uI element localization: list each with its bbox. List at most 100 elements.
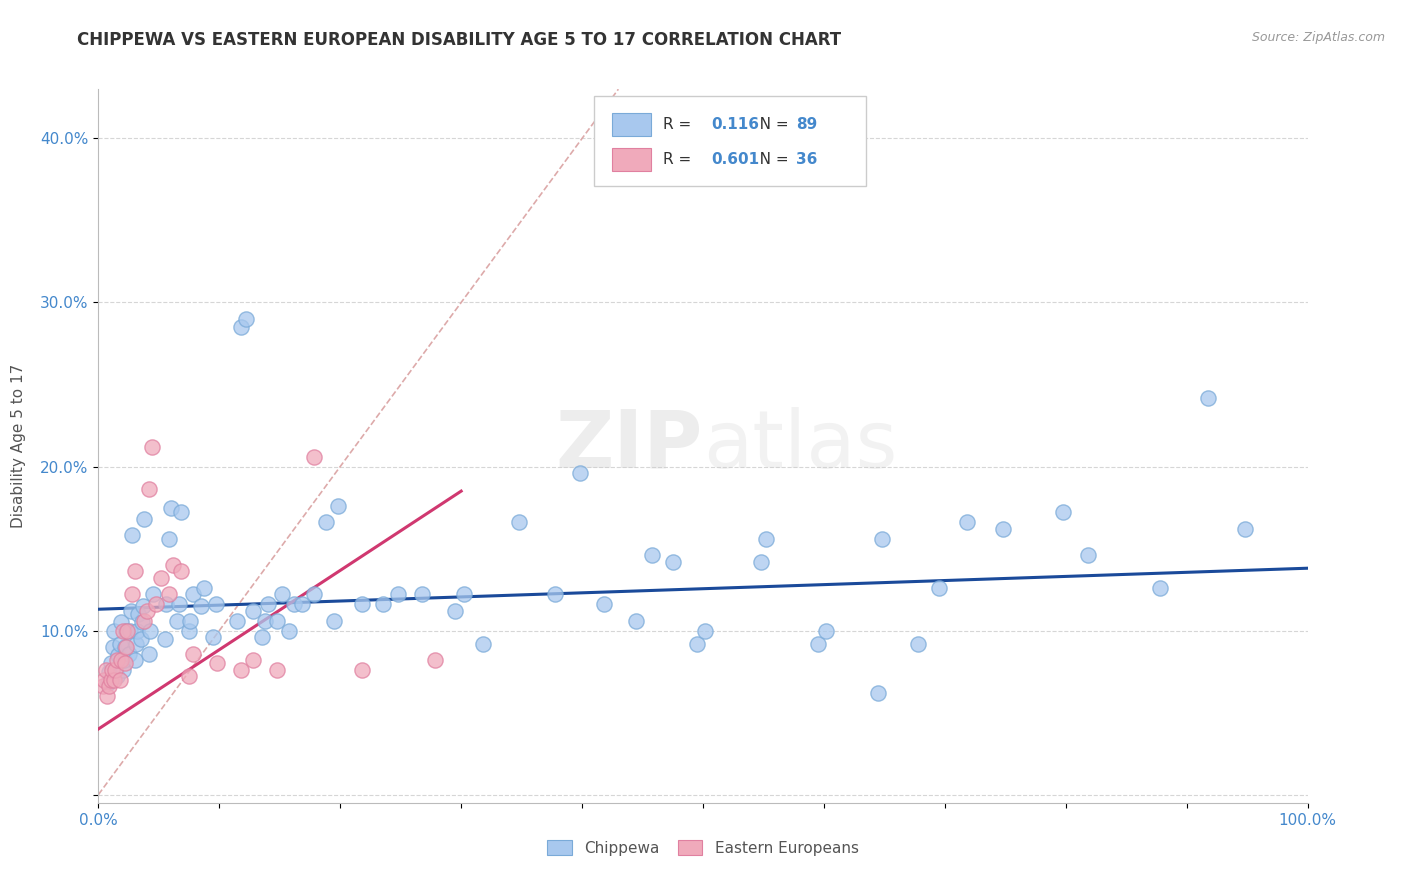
Text: 89: 89 [796,117,817,132]
Point [641,548,664,562]
Point [815,624,838,638]
Point [111,663,134,677]
Point [157,532,180,546]
Point [283,597,305,611]
Point [129,632,152,646]
Text: ZIP: ZIP [555,407,703,485]
Point [271,587,294,601]
Point [166,614,188,628]
Point [179,614,201,628]
Point [755,532,778,546]
Point [266,614,288,628]
Point [114,640,136,654]
Point [592,597,614,611]
Point [695,624,717,638]
Text: 36: 36 [796,152,817,167]
Point [132,599,155,613]
Point [181,587,204,601]
Point [350,597,373,611]
Point [955,516,977,530]
Point [104,663,127,677]
Point [111,624,134,638]
Point [153,632,176,646]
FancyBboxPatch shape [613,113,651,136]
Point [100,663,122,677]
Text: atlas: atlas [703,407,897,485]
Text: N =: N = [745,117,794,132]
Point [115,640,138,654]
Point [94,663,117,677]
Point [568,466,591,480]
Point [242,653,264,667]
Point [103,624,125,638]
Point [96,689,118,703]
Point [120,604,142,618]
Point [150,571,173,585]
Text: CHIPPEWA VS EASTERN EUROPEAN DISABILITY AGE 5 TO 17 CORRELATION CHART: CHIPPEWA VS EASTERN EUROPEAN DISABILITY … [77,31,841,49]
Y-axis label: Disability Age 5 to 17: Disability Age 5 to 17 [11,364,27,528]
Point [93,673,115,687]
Point [991,522,1014,536]
Point [138,483,160,497]
Point [107,648,129,662]
Point [868,686,890,700]
Point [127,607,149,622]
Point [138,647,160,661]
FancyBboxPatch shape [595,96,866,186]
Point [423,653,446,667]
Point [205,657,228,671]
Point [169,597,191,611]
Point [870,532,893,546]
Point [179,669,201,683]
Point [155,597,177,611]
Point [250,630,273,644]
Legend: Chippewa, Eastern Europeans: Chippewa, Eastern Europeans [547,840,859,855]
Text: Source: ZipAtlas.com: Source: ZipAtlas.com [1251,31,1385,45]
Point [323,614,346,628]
Point [202,630,225,644]
Point [907,637,929,651]
Point [1197,391,1219,405]
Point [229,663,252,677]
Point [749,555,772,569]
Point [124,653,146,667]
Point [100,673,122,687]
Point [134,512,156,526]
Point [110,615,132,630]
Point [242,604,264,618]
Point [1076,548,1098,562]
Point [928,581,950,595]
Point [112,653,135,667]
Point [179,624,201,638]
Point [169,505,191,519]
Point [544,587,567,601]
Point [256,597,278,611]
Point [387,587,409,601]
Point [661,555,683,569]
Text: N =: N = [745,152,794,167]
Point [124,565,146,579]
Point [686,637,709,651]
Point [453,587,475,601]
Point [117,624,139,638]
Point [121,587,143,601]
Point [1149,581,1171,595]
Point [98,665,121,679]
Point [100,657,122,671]
Point [91,679,114,693]
Point [807,637,830,651]
Point [110,653,132,667]
Point [105,653,128,667]
Point [127,624,149,638]
Point [315,516,337,530]
Point [101,640,124,654]
Point [121,528,143,542]
Point [141,440,163,454]
Point [169,565,191,579]
Point [290,597,312,611]
Text: R =: R = [664,117,702,132]
Point [508,516,530,530]
Point [1052,505,1074,519]
Point [278,624,301,638]
Text: R =: R = [664,152,702,167]
